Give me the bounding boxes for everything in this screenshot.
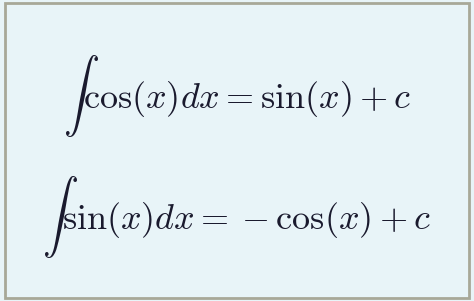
Text: $\int \cos(x)dx = \sin(x) + c$: $\int \cos(x)dx = \sin(x) + c$: [63, 53, 411, 139]
Text: $\int \sin(x)dx = -\cos(x) + c$: $\int \sin(x)dx = -\cos(x) + c$: [43, 174, 431, 260]
FancyBboxPatch shape: [5, 3, 469, 298]
